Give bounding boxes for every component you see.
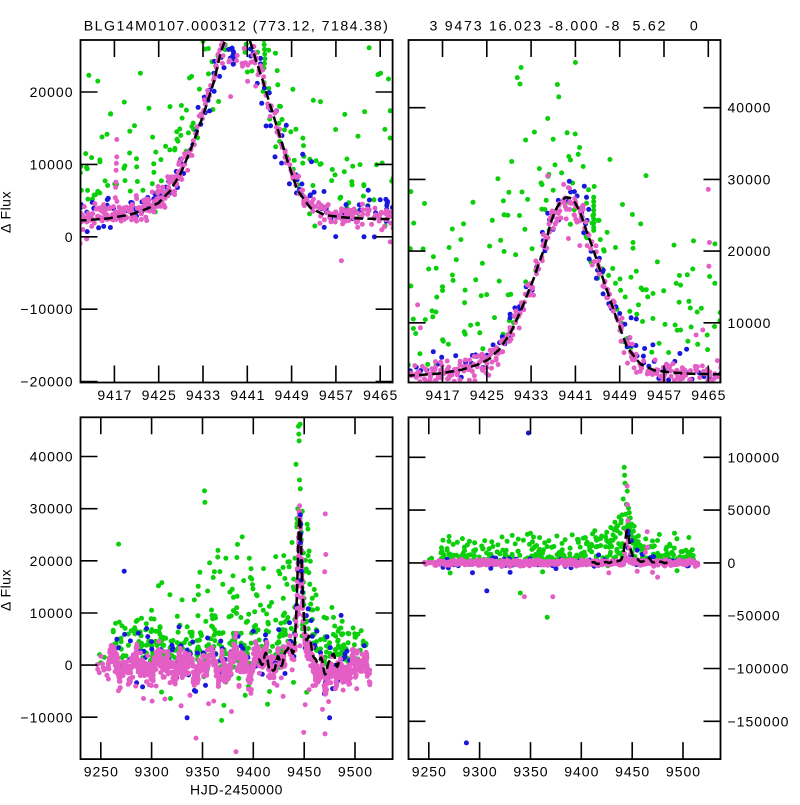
svg-text:−150000: −150000	[728, 713, 790, 729]
svg-text:10000: 10000	[30, 605, 74, 621]
svg-text:9441: 9441	[230, 387, 265, 403]
svg-text:9250: 9250	[84, 764, 119, 780]
svg-text:0: 0	[65, 229, 74, 245]
svg-text:50000: 50000	[728, 502, 772, 518]
svg-text:9417: 9417	[97, 387, 132, 403]
svg-text:9465: 9465	[691, 387, 726, 403]
svg-text:9457: 9457	[319, 387, 354, 403]
svg-text:9300: 9300	[463, 764, 498, 780]
svg-text:−10000: −10000	[20, 301, 73, 317]
svg-text:9433: 9433	[514, 387, 549, 403]
svg-text:40000: 40000	[30, 449, 74, 465]
svg-text:9450: 9450	[615, 764, 650, 780]
svg-text:9417: 9417	[425, 387, 460, 403]
svg-text:20000: 20000	[30, 84, 74, 100]
svg-text:9465: 9465	[363, 387, 398, 403]
svg-text:30000: 30000	[30, 501, 74, 517]
svg-text:100000: 100000	[728, 449, 781, 465]
svg-text:9425: 9425	[142, 387, 177, 403]
svg-text:−50000: −50000	[728, 608, 781, 624]
svg-text:9425: 9425	[470, 387, 505, 403]
svg-text:20000: 20000	[30, 553, 74, 569]
svg-text:9441: 9441	[558, 387, 593, 403]
svg-text:20000: 20000	[728, 243, 772, 259]
svg-text:9300: 9300	[135, 764, 170, 780]
svg-text:9350: 9350	[185, 764, 220, 780]
svg-text:9500: 9500	[666, 764, 701, 780]
svg-text:HJD-2450000: HJD-2450000	[190, 781, 283, 797]
svg-text:3 9473 16.023 -8.000 -8 5.62: 3 9473 16.023 -8.000 -8 5.62 0	[429, 19, 699, 35]
svg-text:40000: 40000	[728, 100, 772, 116]
svg-text:9400: 9400	[236, 764, 271, 780]
svg-text:9350: 9350	[513, 764, 548, 780]
svg-text:0: 0	[728, 555, 737, 571]
svg-text:9449: 9449	[603, 387, 638, 403]
svg-text:9433: 9433	[186, 387, 221, 403]
svg-text:BLG14M0107.000312 (773.12, 718: BLG14M0107.000312 (773.12, 7184.38)	[84, 19, 390, 35]
svg-text:30000: 30000	[728, 171, 772, 187]
svg-text:Δ Flux: Δ Flux	[0, 569, 14, 611]
svg-text:10000: 10000	[728, 315, 772, 331]
svg-text:9250: 9250	[412, 764, 447, 780]
svg-text:9500: 9500	[338, 764, 373, 780]
svg-text:9450: 9450	[287, 764, 322, 780]
svg-text:Δ Flux: Δ Flux	[0, 191, 14, 233]
svg-text:−10000: −10000	[20, 709, 73, 725]
svg-text:−20000: −20000	[20, 374, 73, 390]
svg-text:0: 0	[65, 657, 74, 673]
svg-text:9457: 9457	[647, 387, 682, 403]
svg-text:9400: 9400	[564, 764, 599, 780]
svg-text:−100000: −100000	[728, 661, 790, 677]
svg-text:10000: 10000	[30, 156, 74, 172]
svg-text:9449: 9449	[275, 387, 310, 403]
